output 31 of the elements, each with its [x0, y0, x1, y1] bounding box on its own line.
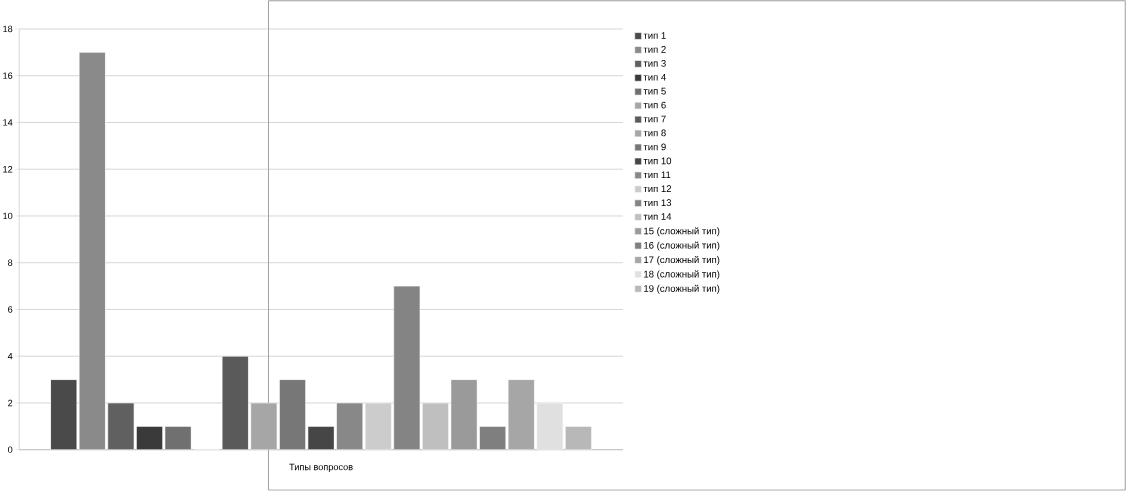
- y-tick-label: 16: [3, 72, 13, 79]
- legend-label: 15 (сложный тип): [644, 227, 720, 237]
- y-tick-label: 2: [8, 399, 13, 407]
- legend-label: 18 (сложный тип): [644, 270, 720, 280]
- legend-label: тип 6: [643, 101, 666, 109]
- legend-label: тип 12: [643, 185, 672, 193]
- legend-label: тип 10: [643, 157, 672, 165]
- legend-label: тип 11: [643, 171, 671, 179]
- legend-label: тип 8: [643, 129, 666, 137]
- legend-label: тип 2: [643, 46, 666, 53]
- legend-label: тип 4: [643, 74, 666, 81]
- y-tick-label: 0: [7, 446, 13, 454]
- legend-label: тип 14: [643, 213, 672, 220]
- y-tick-label: 10: [3, 212, 13, 220]
- legend-label: тип 1: [643, 32, 666, 39]
- legend-label: 17 (сложный тип): [644, 255, 720, 266]
- y-tick-label: 18: [3, 25, 13, 33]
- bar: [107, 402, 135, 450]
- legend-label: тип 13: [643, 199, 672, 207]
- y-tick-label: 6: [8, 306, 13, 313]
- x-tick-label: Типы вопросов: [289, 463, 353, 473]
- y-tick-label: 8: [8, 259, 13, 267]
- legend-label: тип 9: [643, 143, 666, 151]
- legend-label: тип 5: [643, 87, 666, 95]
- legend-label: тип 3: [643, 60, 666, 67]
- legend-label: тип 7: [643, 115, 666, 123]
- y-tick-label: 14: [3, 119, 13, 126]
- legend-label: 16 (сложный тип): [644, 241, 720, 251]
- y-tick-label: 4: [7, 353, 13, 360]
- legend-label: 19 (сложный тип): [644, 284, 720, 294]
- y-tick-label: 12: [3, 166, 13, 173]
